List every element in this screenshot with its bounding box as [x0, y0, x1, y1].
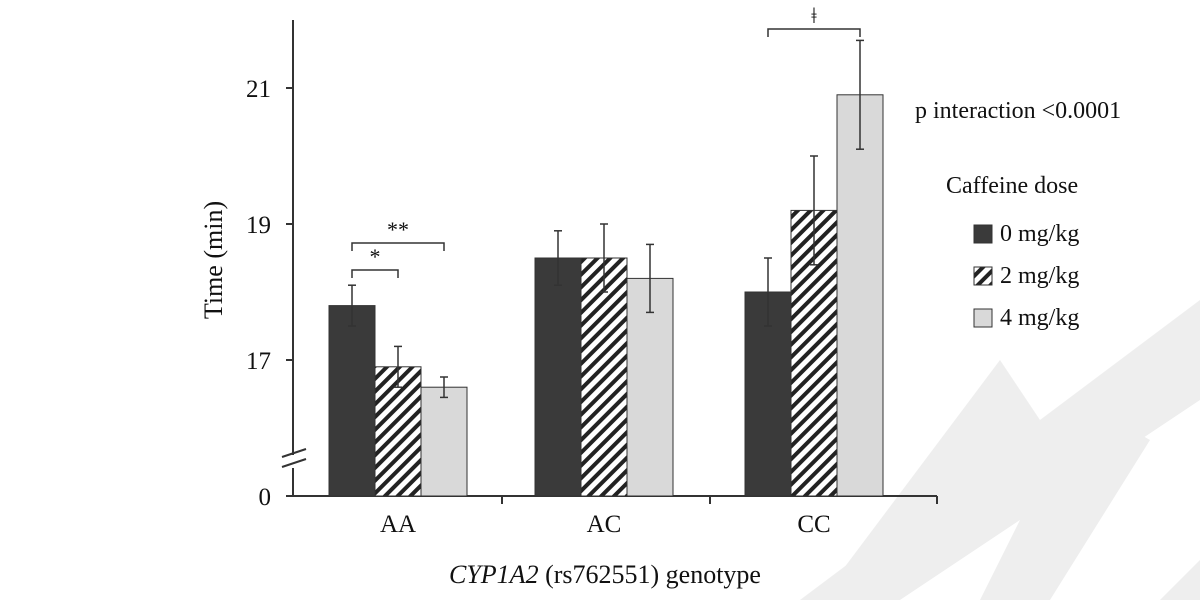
bar [626, 277, 674, 497]
x-tick-label: AA [380, 511, 416, 538]
x-tick-label: AC [587, 511, 622, 538]
y-axis-label: Time (min) [199, 201, 228, 319]
legend: Caffeine dose 0 mg/kg 2 mg/kg 4 mg/kg [946, 173, 1079, 331]
axis-break-mark [281, 458, 307, 468]
significance-label: ǂ [811, 3, 817, 28]
watermark-stripe [980, 400, 1150, 600]
significance-bracket [351, 269, 399, 278]
bar [328, 305, 376, 497]
significance-bracket [351, 242, 445, 251]
significance-bracket [767, 28, 861, 37]
y-tick-label: 21 [246, 76, 271, 103]
watermark-stripe [820, 360, 1040, 600]
watermark [800, 300, 1200, 600]
x-axis-label-gene: CYP1A2 [449, 560, 539, 589]
significance-markers: *** ǂ [351, 3, 861, 278]
legend-swatch [973, 308, 993, 328]
y-tick-label: 19 [246, 212, 271, 239]
bar [836, 94, 884, 497]
bar [420, 386, 468, 497]
bar [580, 257, 628, 497]
legend-entry-label: 0 mg/kg [1000, 221, 1079, 247]
significance-label: ** [387, 217, 409, 242]
interaction-annotation: p interaction <0.0001 [915, 98, 1121, 124]
x-axis-label: CYP1A2 (rs762551) genotype [449, 560, 761, 589]
x-axis-label-rest: (rs762551) genotype [539, 560, 761, 589]
significance-label: * [370, 244, 381, 269]
bars [328, 39, 884, 497]
y-tick-label: 17 [246, 348, 271, 375]
bar [534, 257, 582, 497]
legend-swatch [973, 266, 993, 286]
watermark-stripe [1160, 560, 1200, 600]
legend-title: Caffeine dose [946, 173, 1078, 199]
y-tick-label: 0 [259, 484, 272, 511]
bar [374, 366, 422, 497]
legend-entry-label: 4 mg/kg [1000, 305, 1079, 331]
legend-swatch [973, 224, 993, 244]
x-tick-label: CC [797, 511, 830, 538]
legend-entry-label: 2 mg/kg [1000, 263, 1079, 289]
axis-break-mark [281, 448, 307, 458]
